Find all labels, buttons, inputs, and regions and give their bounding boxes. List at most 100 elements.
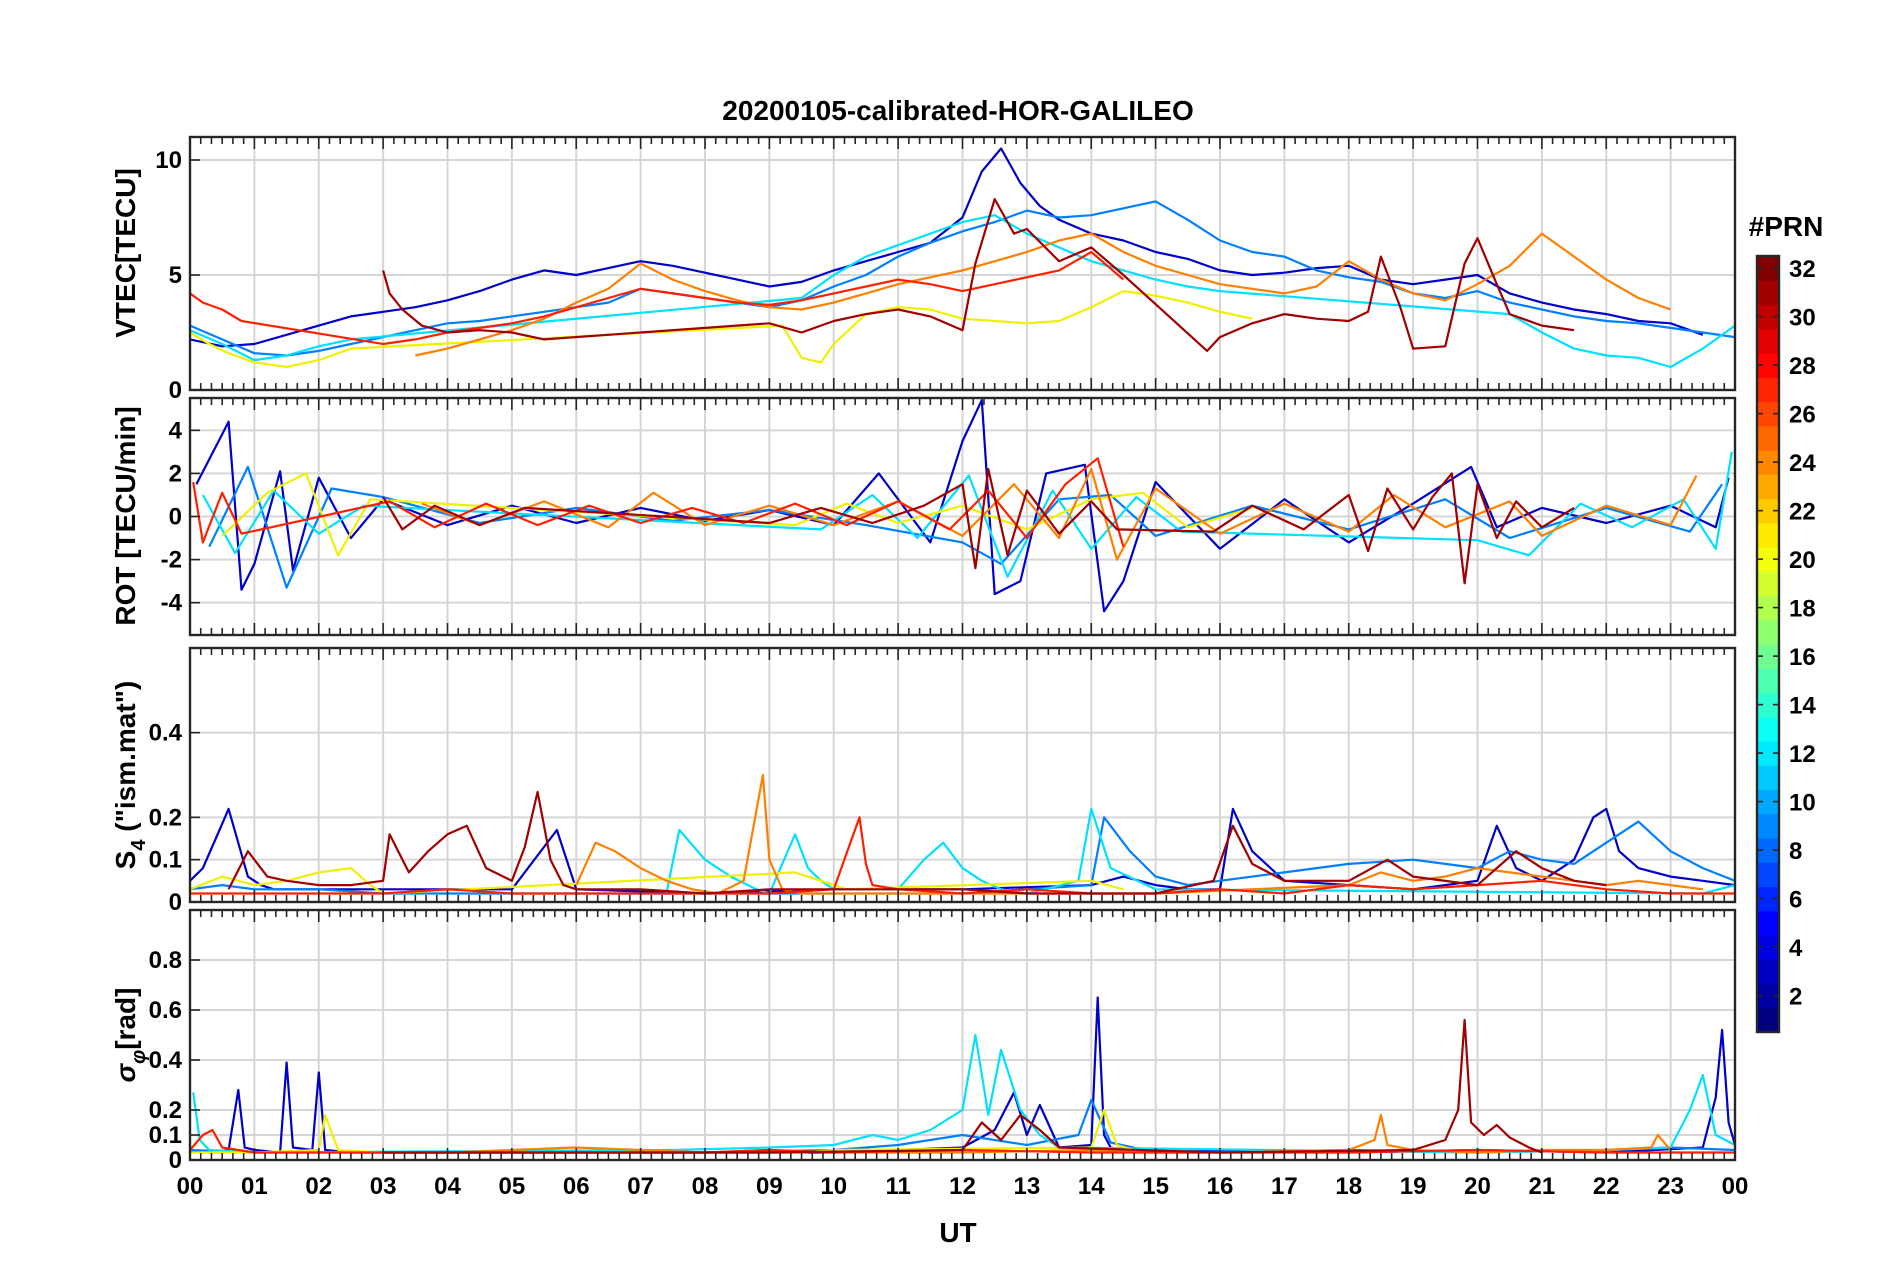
sigma-phi-panel: 00.10.2 0.4 0.6 0.8 00 01 02 03 04 05 06 07 08 09 10 11… xyxy=(149,908,1748,1200)
sigma-series-6 xyxy=(383,1018,1543,1154)
xtick-label-16: 16 xyxy=(1207,1173,1234,1200)
sigma-ylabel: σφ[rad] xyxy=(110,988,150,1083)
rot-ytick-label-4: 4 xyxy=(169,417,183,444)
colorbar-segment-32 xyxy=(1757,256,1779,281)
colorbar-tick-label-9: 20 xyxy=(1789,547,1816,574)
xtick-label-23: 23 xyxy=(1657,1173,1684,1200)
colorbar-segment-9 xyxy=(1757,813,1779,839)
vtec-ylabel: VTEC[TECU] xyxy=(110,168,141,338)
colorbar-segment-28 xyxy=(1757,353,1779,378)
xtick-label-15: 15 xyxy=(1142,1173,1169,1200)
xtick-label-7: 07 xyxy=(627,1173,654,1200)
s4-series-5 xyxy=(190,816,1735,895)
s4-ylabel-main: S xyxy=(110,851,141,870)
colorbar-tick-label-3: 8 xyxy=(1789,838,1802,865)
rot-series-5 xyxy=(192,457,1125,548)
rot-series-2 xyxy=(201,451,1733,578)
s4-ylabel-sub: 4 xyxy=(128,839,150,851)
sigma-series-5 xyxy=(190,1128,1735,1154)
colorbar-tick-label-14: 30 xyxy=(1789,305,1816,332)
colorbar-tick-label-15: 32 xyxy=(1789,256,1816,283)
colorbar-segment-14 xyxy=(1757,692,1779,718)
xtick-label-13: 13 xyxy=(1014,1173,1041,1200)
xtick-label-19: 19 xyxy=(1400,1173,1427,1200)
vtec-series-group xyxy=(190,147,1735,369)
sigma-series-2 xyxy=(192,1033,1735,1154)
rot-series-0 xyxy=(195,399,1730,613)
colorbar-segment-17 xyxy=(1757,619,1779,645)
rot-series-1 xyxy=(208,465,1724,589)
colorbar-segment-21 xyxy=(1757,522,1779,548)
colorbar-segment-24 xyxy=(1757,450,1779,475)
vtec-series-3 xyxy=(190,290,1253,369)
rot-series-4 xyxy=(421,468,1698,561)
colorbar-tick-label-6: 14 xyxy=(1789,693,1816,720)
s4-ytick-label-0: 0 xyxy=(169,889,182,916)
rot-ylabel: ROT [TECU/min] xyxy=(110,406,141,625)
s4-ytick-label-2: 0.2 xyxy=(149,804,182,831)
s4-ylabel-rest: ("ism.mat") xyxy=(110,681,141,840)
vtec-ytick-label-1: 5 xyxy=(169,262,182,289)
vtec-axes-frame xyxy=(188,135,1737,392)
colorbar-tick-label-12: 26 xyxy=(1789,402,1816,429)
s4-series-6 xyxy=(227,790,1607,895)
colorbar-segment-10 xyxy=(1757,789,1779,815)
colorbar-label: #PRN xyxy=(1749,211,1824,242)
rot-ytick-label-1: -2 xyxy=(161,547,182,574)
s4-ytick-label-1: 0.1 xyxy=(149,847,182,874)
colorbar-segment-1 xyxy=(1757,1007,1779,1033)
vtec-series-2 xyxy=(190,214,1735,369)
sigma-axes-frame xyxy=(188,908,1737,1162)
sigma-ylabel-main: σ xyxy=(110,1062,141,1082)
colorbar-segment-2 xyxy=(1757,983,1779,1009)
s4-axes-frame xyxy=(188,646,1737,904)
colorbar-segment-13 xyxy=(1757,716,1779,742)
colorbar-segment-4 xyxy=(1757,935,1779,960)
colorbar-segment-11 xyxy=(1757,765,1779,791)
colorbar-tick-label-10: 22 xyxy=(1789,499,1816,526)
colorbar-segment-27 xyxy=(1757,377,1779,403)
vtec-series-1 xyxy=(190,200,1735,357)
s4-ytick-label-3: 0.4 xyxy=(149,720,183,747)
colorbar-segment-18 xyxy=(1757,595,1779,621)
colorbar-segment-20 xyxy=(1757,547,1779,572)
xtick-label-21: 21 xyxy=(1529,1173,1556,1200)
colorbar-segment-22 xyxy=(1757,498,1779,524)
colorbar-segment-29 xyxy=(1757,328,1779,354)
xtick-label-17: 17 xyxy=(1271,1173,1298,1200)
colorbar-tick-label-11: 24 xyxy=(1789,450,1816,477)
sigma-ytick-label-3: 0.4 xyxy=(149,1047,183,1074)
xtick-label-18: 18 xyxy=(1335,1173,1362,1200)
xtick-label-1: 01 xyxy=(241,1173,268,1200)
colorbar-segment-6 xyxy=(1757,886,1779,912)
colorbar-segment-25 xyxy=(1757,425,1779,451)
sigma-ytick-label-4: 0.6 xyxy=(149,997,182,1024)
vtec-panel: 0 5 10 xyxy=(155,135,1737,404)
colorbar-segment-5 xyxy=(1757,910,1779,936)
xtick-label-20: 20 xyxy=(1464,1173,1491,1200)
colorbar-tick-label-8: 18 xyxy=(1789,596,1816,623)
xtick-label-14: 14 xyxy=(1078,1173,1105,1200)
colorbar-tick-label-4: 10 xyxy=(1789,790,1816,817)
colorbar-segment-16 xyxy=(1757,644,1779,669)
sigma-ytick-label-1: 0.1 xyxy=(149,1122,182,1149)
colorbar-segment-19 xyxy=(1757,571,1779,597)
vtec-series-0 xyxy=(190,147,1704,348)
rot-ytick-label-2: 0 xyxy=(169,504,182,531)
colorbar-tick-label-7: 16 xyxy=(1789,644,1816,671)
colorbar-tick-label-2: 6 xyxy=(1789,887,1802,914)
colorbar-tick-label-13: 28 xyxy=(1789,353,1816,380)
colorbar-segment-31 xyxy=(1757,280,1779,306)
xtick-label-12: 12 xyxy=(949,1173,976,1200)
sigma-ytick-label-5: 0.8 xyxy=(149,947,182,974)
sigma-ytick-label-2: 0.2 xyxy=(149,1097,182,1124)
sigma-ylabel-rest: [rad] xyxy=(110,988,141,1050)
x-axis-label: UT xyxy=(939,1217,976,1248)
vtec-ytick-label-0: 0 xyxy=(169,377,182,404)
colorbar-segment-8 xyxy=(1757,838,1779,863)
s4-ylabel: S4 ("ism.mat") xyxy=(110,681,150,870)
rot-axes-frame xyxy=(188,396,1737,637)
colorbar-tick-label-0: 2 xyxy=(1789,984,1802,1011)
xtick-label-8: 08 xyxy=(692,1173,719,1200)
